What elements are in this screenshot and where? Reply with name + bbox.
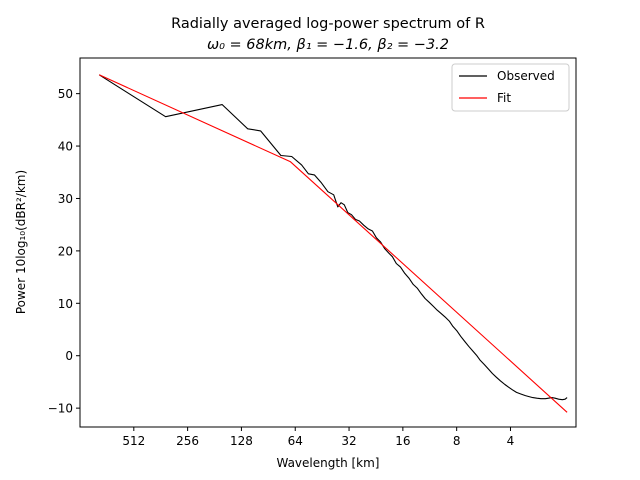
x-tick-label: 32 xyxy=(341,434,356,448)
chart-subtitle-line: ω₀ = 68km, β₁ = −1.6, β₂ = −3.2 xyxy=(207,37,449,53)
y-axis-label: Power 10log₁₀(dBR²/km) xyxy=(14,170,28,314)
y-tick-label: 40 xyxy=(58,140,73,154)
x-tick-label: 512 xyxy=(122,434,145,448)
series-line-fit xyxy=(98,74,568,413)
x-tick-label: 64 xyxy=(288,434,303,448)
series-layer xyxy=(98,74,568,413)
y-tick-label: 0 xyxy=(65,349,73,363)
x-tick-label: 128 xyxy=(230,434,253,448)
series-line-observed xyxy=(98,74,568,401)
x-tick-label: 16 xyxy=(395,434,410,448)
y-axis: 50 40 30 20 10 0 −10 xyxy=(48,87,80,416)
legend-label-fit: Fit xyxy=(497,91,511,105)
x-tick-label: 4 xyxy=(507,434,515,448)
x-axis: 512 256 128 64 32 16 8 4 xyxy=(122,427,514,448)
x-axis-label: Wavelength [km] xyxy=(276,456,379,470)
chart-title-line: Radially averaged log-power spectrum of … xyxy=(171,16,485,32)
y-tick-label: 50 xyxy=(58,87,73,101)
plot-frame xyxy=(79,57,577,428)
y-tick-label: 30 xyxy=(58,192,73,206)
x-tick-label: 8 xyxy=(453,434,461,448)
y-tick-label: 10 xyxy=(58,297,73,311)
chart-title: Radially averaged log-power spectrum of … xyxy=(171,16,485,53)
y-tick-label: −10 xyxy=(48,402,73,416)
legend-label-observed: Observed xyxy=(497,69,555,83)
legend: Observed Fit xyxy=(451,63,570,112)
x-tick-label: 256 xyxy=(176,434,199,448)
y-tick-label: 20 xyxy=(58,244,73,258)
